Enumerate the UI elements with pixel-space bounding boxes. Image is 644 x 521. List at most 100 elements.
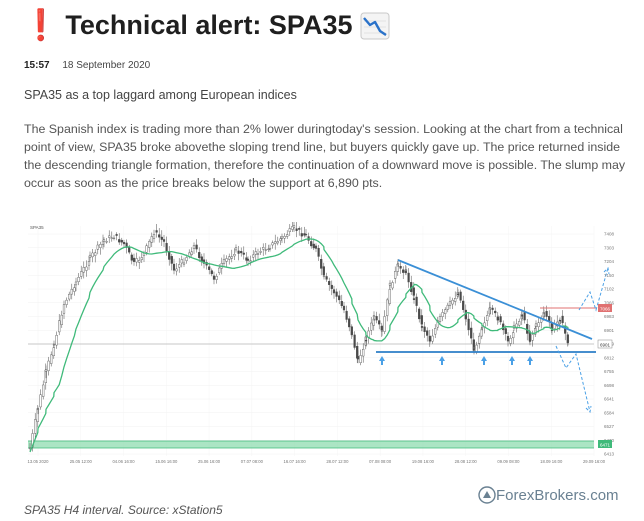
- candle: [561, 315, 564, 324]
- candle: [62, 304, 66, 314]
- candle: [388, 289, 391, 304]
- candle: [102, 239, 106, 242]
- candle: [506, 335, 510, 342]
- candle: [279, 238, 282, 241]
- candle: [87, 260, 91, 266]
- candle: [404, 269, 408, 271]
- candle: [418, 308, 421, 320]
- candle: [94, 252, 97, 256]
- candle: [295, 228, 298, 231]
- chart-decreasing-icon: [360, 12, 390, 39]
- candle: [178, 264, 181, 268]
- candle: [168, 251, 171, 260]
- x-tick-label: 07.07 08:00: [241, 459, 264, 464]
- candle: [246, 258, 250, 261]
- chart-canvas: 7408730372047150710270666983690168696812…: [24, 221, 618, 470]
- candle: [185, 257, 188, 261]
- current-price-tag: 6901: [600, 343, 611, 348]
- candle: [383, 316, 386, 332]
- candle: [52, 347, 55, 356]
- candle: [80, 271, 83, 277]
- article-meta: 15:57 18 September 2020: [24, 60, 150, 71]
- candle: [44, 369, 48, 372]
- support-zone: [28, 441, 594, 448]
- candle: [431, 335, 434, 342]
- candle: [242, 252, 245, 255]
- y-tick-label: 7303: [604, 245, 615, 250]
- candle: [140, 257, 143, 260]
- candle: [499, 316, 502, 323]
- candle: [155, 230, 158, 233]
- candle: [335, 291, 338, 297]
- candlesticks: [28, 221, 570, 452]
- watermark-text: ForexBrokers.com: [496, 486, 619, 504]
- candle: [36, 408, 40, 410]
- candle: [364, 340, 368, 342]
- support-arrow-icon: [527, 356, 533, 365]
- candle: [190, 251, 193, 255]
- y-tick-label: 6413: [604, 452, 615, 457]
- candle: [212, 275, 216, 280]
- candle: [256, 253, 260, 255]
- article-time: 15:57: [24, 60, 50, 71]
- candle: [456, 293, 460, 295]
- candle: [320, 259, 323, 269]
- candle: [91, 252, 94, 258]
- candle: [274, 241, 277, 244]
- candle: [480, 327, 484, 329]
- candle: [55, 335, 58, 346]
- candle: [135, 258, 138, 263]
- candle: [496, 318, 500, 320]
- candle: [298, 228, 301, 230]
- candle: [350, 332, 354, 334]
- y-tick-label: 6901: [604, 328, 615, 333]
- moving-average-line: [29, 238, 569, 453]
- candle: [353, 334, 356, 348]
- candle: [70, 288, 73, 295]
- candle: [475, 344, 478, 353]
- candle: [271, 242, 274, 246]
- candle: [520, 315, 524, 317]
- x-tick-label: 09.09 08:00: [497, 459, 520, 464]
- x-tick-label: 13.05 2020: [28, 459, 50, 464]
- y-tick-label: 6584: [604, 410, 615, 415]
- candle: [115, 234, 118, 236]
- x-tick-label: 28.08 12:00: [455, 459, 478, 464]
- candle: [537, 322, 540, 328]
- candle: [407, 272, 410, 283]
- candle: [65, 299, 68, 305]
- candle: [233, 254, 236, 257]
- y-tick-label: 7150: [604, 273, 615, 278]
- candle: [172, 263, 176, 271]
- candle: [152, 234, 156, 239]
- candle: [338, 295, 341, 301]
- candle: [170, 256, 173, 264]
- candle: [534, 323, 538, 327]
- candle: [288, 228, 291, 232]
- candle: [85, 266, 88, 271]
- x-tick-label: 28.07 12:00: [326, 459, 349, 464]
- candle: [454, 298, 457, 302]
- candle: [283, 236, 286, 239]
- support-arrow-icon: [439, 356, 445, 365]
- candle: [428, 340, 432, 342]
- y-tick-label: 7066: [604, 300, 615, 305]
- x-tick-label: 16.07 16:00: [284, 459, 307, 464]
- candle: [128, 247, 131, 253]
- candle: [426, 330, 429, 336]
- candle: [372, 315, 376, 318]
- candle: [276, 241, 279, 244]
- candle: [130, 254, 133, 261]
- candle: [434, 328, 437, 335]
- candle: [210, 270, 213, 275]
- candle: [208, 266, 211, 270]
- candle: [120, 239, 123, 243]
- y-tick-label: 6755: [604, 369, 615, 374]
- candle: [73, 287, 76, 292]
- candle: [322, 275, 326, 277]
- candle: [394, 271, 397, 279]
- candle: [441, 312, 444, 317]
- candle: [150, 236, 153, 243]
- x-tick-label: 18.09 16:00: [540, 459, 563, 464]
- y-tick-label: 6812: [604, 355, 615, 360]
